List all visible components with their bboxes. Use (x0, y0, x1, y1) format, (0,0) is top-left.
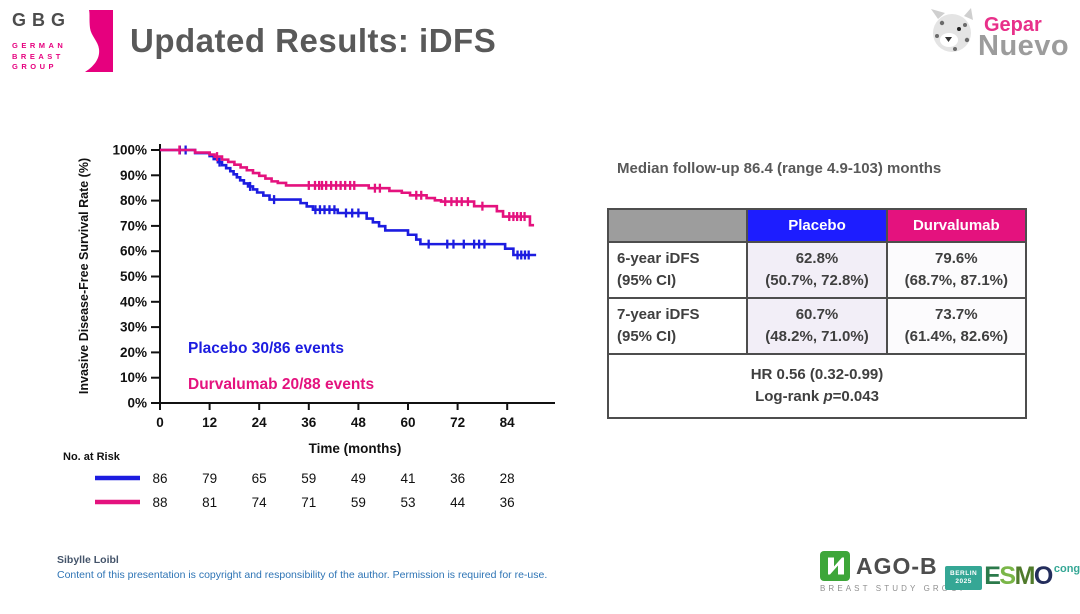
agob-icon (820, 551, 850, 581)
y-tick-label: 90% (120, 168, 147, 183)
row-label: 6-year iDFS (95% CI) (606, 241, 749, 299)
at-risk-value-durvalumab: 53 (400, 495, 415, 510)
no-at-risk-label: No. at Risk (63, 451, 121, 463)
at-risk-value-placebo: 28 (500, 471, 515, 486)
legend-placebo: Placebo 30/86 events (188, 340, 344, 357)
x-axis-title: Time (months) (309, 441, 402, 456)
results-row-6year: 6-year iDFS (95% CI) 62.8% (50.7%, 72.8%… (606, 241, 1028, 299)
x-tick-label: 48 (351, 415, 367, 430)
esmo-wordmark: ESMO (984, 562, 1053, 590)
gepar-text: Gepar (984, 14, 1042, 36)
logrank-p: Log-rank p=0.043 (755, 388, 879, 405)
x-tick-label: 60 (400, 415, 415, 430)
agob-logo: AGO-B BREAST STUDY GROUP (820, 551, 968, 593)
y-tick-label: 60% (120, 244, 147, 259)
gbg-logo: GBG GERMAN BREAST GROUP (12, 10, 116, 73)
corner-cell (606, 208, 749, 243)
nuevo-text: Nuevo (978, 30, 1070, 62)
geparnuevo-logo: Gepar Nuevo (922, 4, 1080, 68)
author-name: Sibylle Loibl (57, 554, 119, 566)
results-header-row: Placebo Durvalumab (606, 208, 1028, 243)
esmo-berlin-badge: BERLIN 2025 (945, 566, 983, 590)
y-tick-label: 0% (127, 396, 147, 411)
durvalumab-value-cell: 73.7% (61.4%, 82.6%) (885, 297, 1028, 355)
y-tick-label: 100% (112, 143, 147, 158)
x-tick-label: 36 (301, 415, 317, 430)
page-title: Updated Results: iDFS (130, 22, 497, 59)
at-risk-value-placebo: 41 (400, 471, 415, 486)
km-axes (151, 144, 555, 410)
hr-logrank-cell: HR 0.56 (0.32-0.99) Log-rank p=0.043 (607, 353, 1027, 419)
y-tick-label: 70% (120, 218, 147, 233)
durvalumab-value-cell: 79.6% (68.7%, 87.1%) (885, 241, 1028, 299)
legend-durvalumab: Durvalumab 20/88 events (188, 376, 374, 393)
km-axis-labels: 0% 10% 20% 30% 40% 50% 60% 70% 80% 90% 100% 0 12 24 36… (63, 143, 515, 511)
copyright-note: Content of this presentation is copyrigh… (57, 569, 548, 581)
results-row-7year: 7-year iDFS (95% CI) 60.7% (48.2%, 71.0%… (606, 297, 1028, 355)
km-chart: 0% 10% 20% 30% 40% 50% 60% 70% 80% 90% 100% 0 12 24 36… (63, 143, 555, 511)
at-risk-value-durvalumab: 59 (351, 495, 366, 510)
leopard-icon (931, 8, 973, 52)
esmo-congress-logo: BERLIN 2025 ESMO congress (945, 562, 1080, 590)
hazard-ratio: HR 0.56 (0.32-0.99) (750, 366, 884, 384)
at-risk-value-durvalumab: 88 (152, 495, 167, 510)
censor-marks-durvalumab (178, 145, 526, 222)
km-curve-placebo (160, 148, 537, 257)
y-axis-title: Invasive Disease-Free Survival Rate (%) (77, 158, 91, 394)
placebo-value-cell: 60.7% (48.2%, 71.0%) (746, 297, 888, 355)
placebo-value-cell: 62.8% (50.7%, 72.8%) (746, 241, 888, 299)
y-tick-label: 10% (120, 370, 147, 385)
at-risk-value-durvalumab: 71 (301, 495, 316, 510)
at-risk-value-durvalumab: 44 (450, 495, 466, 510)
at-risk-value-placebo: 49 (351, 471, 366, 486)
x-tick-label: 72 (450, 415, 465, 430)
agob-name: AGO-B (856, 552, 938, 579)
x-tick-label: 0 (156, 415, 164, 430)
y-tick-label: 30% (120, 320, 147, 335)
at-risk-value-placebo: 36 (450, 471, 465, 486)
y-tick-label: 40% (120, 294, 147, 309)
results-footer-row: HR 0.56 (0.32-0.99) Log-rank p=0.043 (607, 353, 1027, 419)
at-risk-value-durvalumab: 74 (252, 495, 268, 510)
median-followup-note: Median follow-up 86.4 (range 4.9-103) mo… (617, 160, 942, 177)
placebo-header-cell: Placebo (746, 208, 888, 243)
y-tick-label: 20% (120, 345, 147, 360)
esmo-congress-text: congress (1053, 563, 1080, 575)
agob-subtitle: BREAST STUDY GROUP (820, 584, 969, 593)
gbg-name: GBG (12, 10, 72, 30)
at-risk-value-placebo: 86 (152, 471, 167, 486)
at-risk-value-placebo: 79 (202, 471, 217, 486)
at-risk-value-durvalumab: 81 (202, 495, 217, 510)
at-risk-value-placebo: 65 (252, 471, 267, 486)
gbg-logo-text: GBG GERMAN BREAST GROUP (12, 10, 71, 73)
x-tick-label: 24 (252, 415, 268, 430)
at-risk-value-placebo: 59 (301, 471, 316, 486)
gbg-subtitle: GERMAN BREAST GROUP (12, 41, 67, 71)
durvalumab-header-cell: Durvalumab (885, 208, 1028, 243)
y-tick-label: 80% (120, 193, 147, 208)
x-tick-label: 12 (202, 415, 217, 430)
gbg-ribbon-icon (85, 10, 114, 72)
x-tick-label: 84 (500, 415, 516, 430)
results-table: Placebo Durvalumab 6-year iDFS (95% CI) … (606, 208, 1028, 419)
row-label: 7-year iDFS (95% CI) (606, 297, 749, 355)
at-risk-value-durvalumab: 36 (500, 495, 515, 510)
y-tick-label: 50% (120, 269, 147, 284)
